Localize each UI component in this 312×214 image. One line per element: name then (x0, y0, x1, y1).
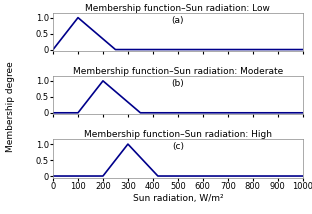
Text: (b): (b) (172, 79, 184, 88)
Text: (a): (a) (172, 16, 184, 25)
Title: Membership function–Sun radiation: High: Membership function–Sun radiation: High (84, 130, 272, 139)
X-axis label: Sun radiation, W/m²: Sun radiation, W/m² (133, 194, 223, 203)
Title: Membership function–Sun radiation: Low: Membership function–Sun radiation: Low (85, 4, 270, 13)
Text: (c): (c) (172, 142, 184, 151)
Text: Membership degree: Membership degree (6, 62, 15, 152)
Title: Membership function–Sun radiation: Moderate: Membership function–Sun radiation: Moder… (73, 67, 283, 76)
